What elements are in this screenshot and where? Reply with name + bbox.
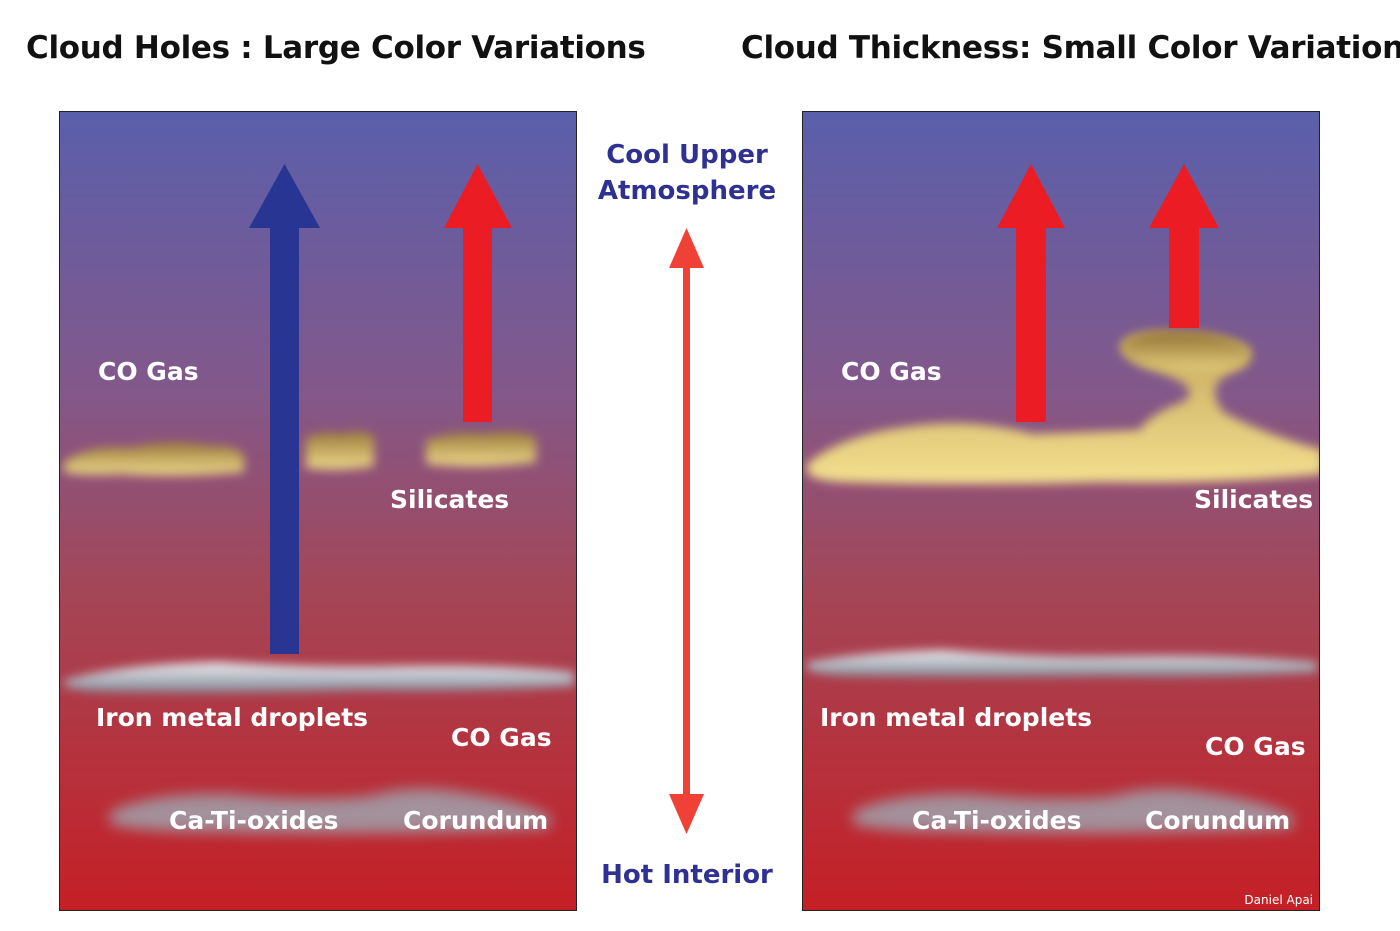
iron-droplet-cloud: [807, 650, 1317, 677]
silicate-cloud-fragments: [64, 431, 536, 476]
red-arrow: [1149, 164, 1219, 328]
right-panel-title: Cloud Thickness: Small Color Variations: [741, 30, 1400, 66]
cloud-thickness-panel: CO Gas Silicates Iron metal droplets CO …: [802, 111, 1320, 911]
cool-upper-atmosphere-label: Cool Upper Atmosphere: [597, 140, 777, 206]
hot-interior-label: Hot Interior: [601, 860, 773, 890]
co-gas-upper-label: CO Gas: [841, 357, 942, 386]
iron-droplet-cloud: [64, 662, 574, 693]
co-gas-upper-label: CO Gas: [98, 357, 199, 386]
red-arrow: [997, 164, 1065, 422]
co-gas-lower-label: CO Gas: [1205, 732, 1306, 761]
silicates-label: Silicates: [390, 485, 510, 514]
iron-label: Iron metal droplets: [820, 703, 1093, 732]
iron-label: Iron metal droplets: [96, 703, 369, 732]
corundum-label: Corundum: [403, 806, 549, 835]
cloud-thickness-illustration: [803, 112, 1319, 910]
atmosphere-gradient: [803, 112, 1319, 910]
cloud-holes-illustration: [60, 112, 576, 910]
ca-ti-oxide-cloud: [853, 788, 1293, 834]
blue-arrow: [249, 164, 320, 654]
left-panel-title: Cloud Holes : Large Color Variations: [26, 30, 646, 66]
corundum-label: Corundum: [1145, 806, 1291, 835]
ca-ti-oxides-label: Ca-Ti-oxides: [169, 806, 339, 835]
credit-label: Daniel Apai: [1244, 893, 1313, 907]
silicates-label: Silicates: [1194, 485, 1314, 514]
cloud-holes-panel: CO Gas Silicates Iron metal droplets CO …: [59, 111, 577, 911]
silicate-cloud-plume: [1124, 331, 1250, 372]
temperature-arrow: [669, 228, 704, 834]
ca-ti-oxide-cloud: [110, 788, 550, 834]
red-arrow: [444, 164, 512, 422]
co-gas-lower-label: CO Gas: [451, 723, 552, 752]
ca-ti-oxides-label: Ca-Ti-oxides: [912, 806, 1082, 835]
